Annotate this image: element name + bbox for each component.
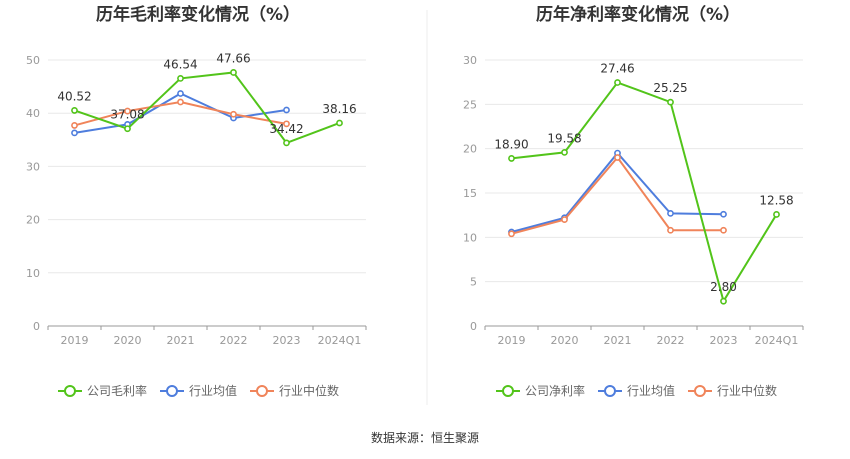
data-point bbox=[336, 119, 343, 127]
data-point bbox=[124, 125, 131, 133]
data-point bbox=[561, 216, 568, 223]
y-tick-label: 50 bbox=[26, 54, 40, 67]
data-label: 38.16 bbox=[322, 102, 356, 116]
data-point bbox=[230, 110, 237, 118]
y-tick-label: 40 bbox=[26, 107, 40, 120]
data-label: 37.08 bbox=[110, 108, 144, 122]
x-tick-label: 2019 bbox=[498, 334, 526, 347]
chart-title: 历年净利率变化情况（%） bbox=[536, 4, 740, 25]
y-tick-label: 20 bbox=[26, 214, 40, 227]
legend-label: 行业均值 bbox=[627, 383, 675, 398]
data-point bbox=[283, 106, 290, 114]
data-label: 18.90 bbox=[494, 137, 528, 151]
y-tick-label: 0 bbox=[470, 320, 477, 333]
y-tick-label: 5 bbox=[470, 276, 477, 289]
data-label: 27.46 bbox=[600, 62, 634, 76]
data-point bbox=[124, 107, 131, 115]
data-point bbox=[283, 139, 290, 147]
data-point bbox=[667, 209, 674, 217]
x-tick-label: 2019 bbox=[61, 334, 89, 347]
data-label: 12.58 bbox=[759, 193, 793, 207]
data-point bbox=[667, 98, 674, 106]
legend-swatch-marker bbox=[502, 385, 514, 397]
data-point bbox=[71, 122, 78, 129]
x-tick-label: 2024Q1 bbox=[755, 334, 799, 347]
y-tick-label: 0 bbox=[33, 320, 40, 333]
data-label: 46.54 bbox=[163, 57, 197, 71]
data-point bbox=[71, 129, 78, 137]
series-line bbox=[511, 81, 778, 304]
legend-label: 公司毛利率 bbox=[87, 383, 147, 398]
data-point bbox=[177, 90, 184, 97]
legend-swatch-marker bbox=[64, 385, 76, 397]
data-point bbox=[508, 230, 515, 238]
data-point bbox=[71, 107, 78, 114]
y-tick-label: 20 bbox=[463, 143, 477, 156]
source-note: 数据来源：恒生聚源 bbox=[371, 430, 479, 445]
data-point bbox=[720, 297, 727, 305]
x-tick-label: 2020 bbox=[114, 334, 142, 347]
series-line bbox=[74, 71, 340, 145]
gross-margin-chart: 历年毛利率变化情况（%） 0 10 20 30 40 50 2019 2020 2021 2022 2… bbox=[26, 4, 367, 398]
x-tick-label: 2024Q1 bbox=[318, 334, 362, 347]
legend-swatch-marker bbox=[604, 385, 616, 397]
data-point bbox=[720, 226, 727, 234]
data-point bbox=[614, 79, 621, 86]
data-point bbox=[561, 148, 568, 156]
y-tick-label: 30 bbox=[463, 54, 477, 67]
y-tick-label: 10 bbox=[26, 267, 40, 280]
data-label: 2.80 bbox=[710, 280, 737, 294]
series-line bbox=[511, 155, 724, 235]
legend-swatch-marker bbox=[166, 385, 178, 397]
y-tick-label: 25 bbox=[463, 98, 477, 111]
x-tick-label: 2020 bbox=[551, 334, 579, 347]
data-label: 34.42 bbox=[269, 122, 303, 136]
data-point bbox=[283, 120, 290, 128]
data-point bbox=[177, 75, 184, 82]
y-tick-label: 15 bbox=[463, 187, 477, 200]
x-tick-label: 2022 bbox=[220, 334, 248, 347]
x-tick-label: 2023 bbox=[710, 334, 738, 347]
legend-swatch-marker bbox=[256, 385, 268, 397]
legend-label: 行业中位数 bbox=[717, 383, 777, 398]
legend-label: 公司净利率 bbox=[525, 383, 585, 398]
data-point bbox=[773, 211, 780, 218]
data-point bbox=[614, 154, 621, 161]
y-tick-label: 30 bbox=[26, 160, 40, 173]
data-point bbox=[508, 155, 515, 162]
net-margin-chart: 历年净利率变化情况（%） 0 5 10 15 20 25 30 2019 2020 2021 2022… bbox=[463, 4, 804, 398]
x-tick-label: 2023 bbox=[273, 334, 301, 347]
y-tick-label: 10 bbox=[463, 231, 477, 244]
data-label: 40.52 bbox=[57, 89, 91, 103]
data-label: 25.25 bbox=[653, 81, 687, 95]
data-point bbox=[230, 69, 237, 76]
data-label: 19.58 bbox=[547, 131, 581, 145]
data-point bbox=[177, 98, 184, 106]
legend-label: 行业中位数 bbox=[279, 383, 339, 398]
x-tick-label: 2021 bbox=[604, 334, 632, 347]
x-tick-label: 2021 bbox=[167, 334, 195, 347]
legend-swatch-marker bbox=[694, 385, 706, 397]
legend-label: 行业均值 bbox=[189, 383, 237, 398]
data-point bbox=[720, 210, 727, 218]
data-point bbox=[667, 226, 674, 234]
data-label: 47.66 bbox=[216, 51, 250, 65]
x-tick-label: 2022 bbox=[657, 334, 685, 347]
chart-title: 历年毛利率变化情况（%） bbox=[96, 4, 300, 25]
